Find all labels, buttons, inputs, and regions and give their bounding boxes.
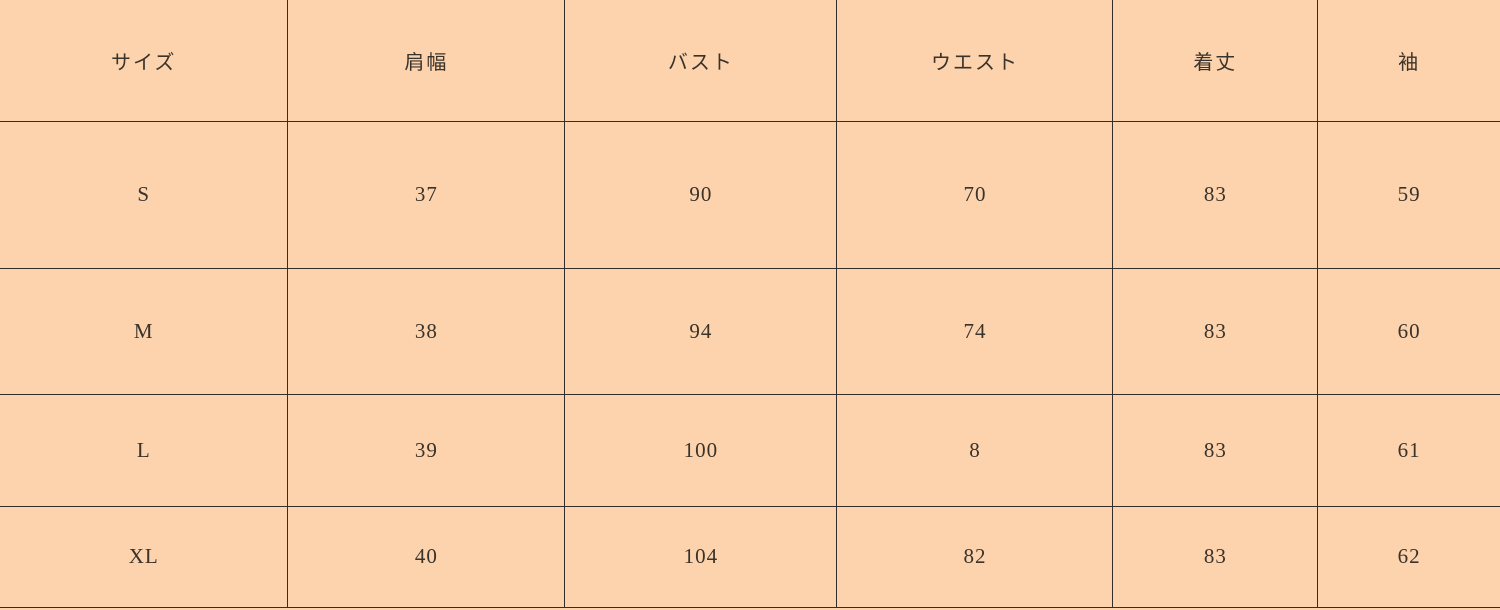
- measurement-cell: 94: [564, 268, 837, 395]
- measurement-cell: 70: [836, 121, 1113, 269]
- size-label-cell: XL: [0, 506, 288, 608]
- measurement-cell: 82: [836, 506, 1113, 608]
- table-row: L 39 100 8 83 61: [0, 394, 1500, 507]
- measurement-cell: 90: [564, 121, 837, 269]
- table-row: XL 40 104 82 83 62: [0, 506, 1500, 608]
- measurement-cell: 83: [1112, 394, 1318, 507]
- column-header: サイズ: [0, 0, 288, 122]
- size-label-cell: M: [0, 268, 288, 395]
- measurement-cell: 74: [836, 268, 1113, 395]
- measurement-cell: 83: [1112, 268, 1318, 395]
- measurement-cell: 60: [1317, 268, 1500, 395]
- column-header: バスト: [564, 0, 837, 122]
- size-label-cell: S: [0, 121, 288, 269]
- measurement-cell: 40: [287, 506, 565, 608]
- measurement-cell: 39: [287, 394, 565, 507]
- measurement-cell: 59: [1317, 121, 1500, 269]
- table-row: サイズ 肩幅 バスト ウエスト 着丈袖: [0, 0, 1500, 122]
- column-header: 袖: [1317, 0, 1500, 122]
- measurement-cell: 38: [287, 268, 565, 395]
- measurement-cell: 100: [564, 394, 837, 507]
- measurement-cell: 62: [1317, 506, 1500, 608]
- measurement-cell: 104: [564, 506, 837, 608]
- measurement-cell: 37: [287, 121, 565, 269]
- size-chart-header-row: サイズ 肩幅 バスト ウエスト 着丈袖: [0, 0, 1500, 122]
- column-header: ウエスト: [836, 0, 1113, 122]
- table-row: M 38 94 74 83 60: [0, 268, 1500, 395]
- table-row: S 37 90 70 83 59: [0, 121, 1500, 269]
- measurement-cell: 83: [1112, 506, 1318, 608]
- measurement-cell: 8: [836, 394, 1113, 507]
- column-header: 着丈: [1112, 0, 1318, 122]
- size-chart-body: S 37 90 70 83 59 M 38 94 74 83 60 L 39 100 8 83 61 XL 40 104…: [0, 121, 1500, 608]
- measurement-cell: 83: [1112, 121, 1318, 269]
- size-label-cell: L: [0, 394, 288, 507]
- column-header: 肩幅: [287, 0, 565, 122]
- measurement-cell: 61: [1317, 394, 1500, 507]
